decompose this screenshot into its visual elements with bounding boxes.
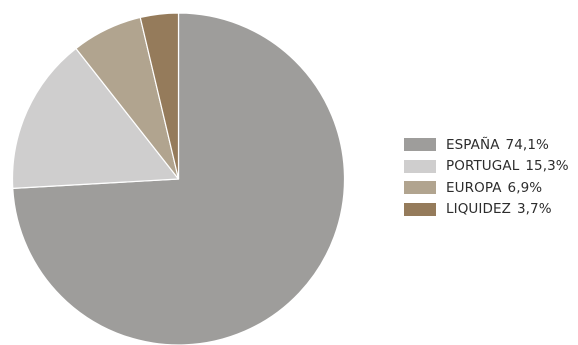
legend-item-portugal: PORTUGAL 15,3% — [404, 156, 569, 178]
legend-item-liquidez: LIQUIDEZ 3,7% — [404, 199, 569, 221]
pie-slice-liquidez — [139, 12, 180, 180]
legend-label-liquidez: LIQUIDEZ — [446, 201, 511, 218]
legend-item-europa: EUROPA 6,9% — [404, 177, 569, 199]
pie-slice-portugal — [11, 47, 180, 189]
chart-legend: ESPAÑA 74,1% PORTUGAL 15,3% EUROPA 6,9% … — [404, 134, 569, 220]
legend-value-portugal: 15,3% — [525, 158, 569, 175]
legend-swatch-espana — [404, 138, 436, 152]
legend-swatch-liquidez — [404, 202, 436, 216]
legend-swatch-portugal — [404, 159, 436, 173]
legend-value-europa: 6,9% — [507, 179, 543, 196]
legend-item-espana: ESPAÑA 74,1% — [404, 134, 569, 156]
legend-label-portugal: PORTUGAL — [446, 158, 520, 175]
legend-value-liquidez: 3,7% — [516, 201, 552, 218]
legend-swatch-europa — [404, 181, 436, 195]
legend-label-europa: EUROPA — [446, 179, 502, 196]
legend-value-espana: 74,1% — [505, 136, 549, 153]
legend-label-espana: ESPAÑA — [446, 136, 500, 153]
